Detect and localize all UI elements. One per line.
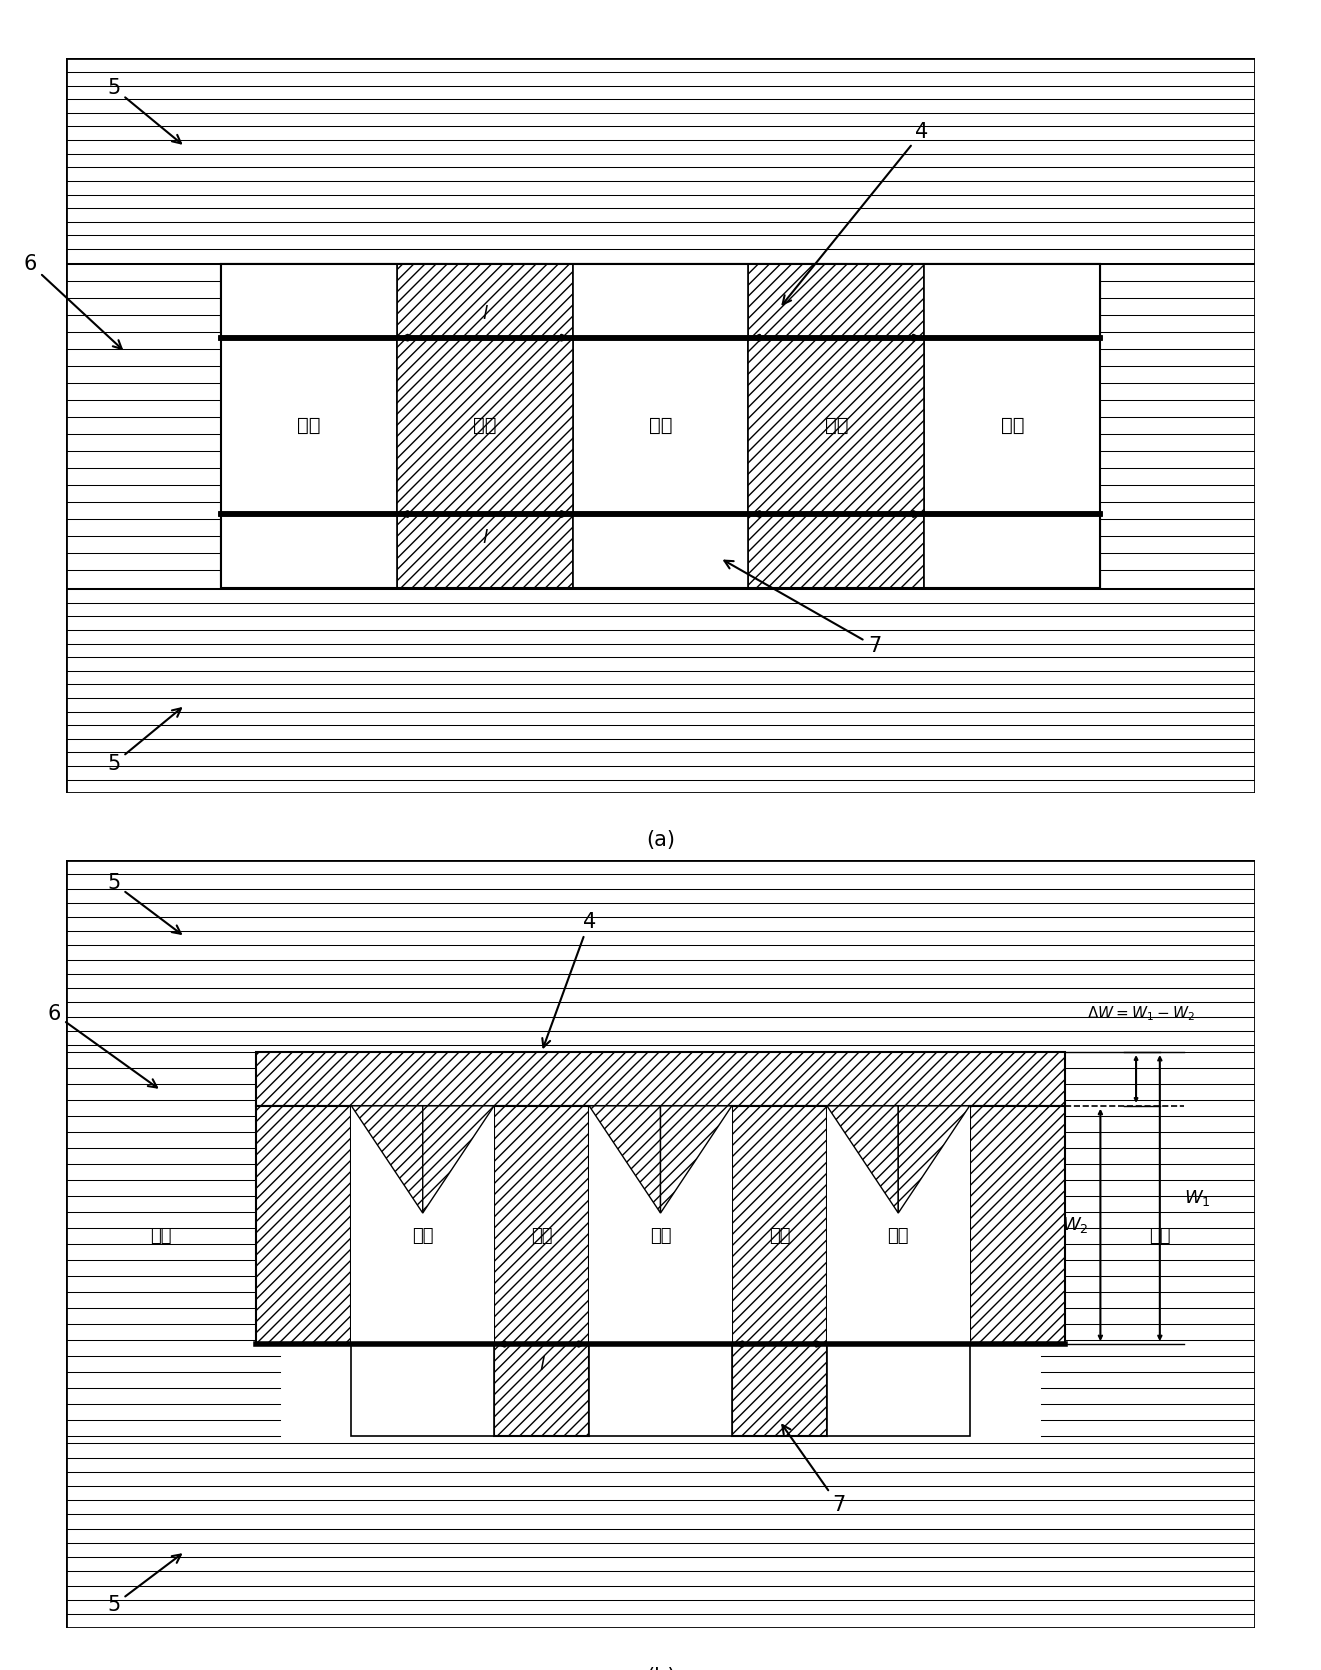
Bar xyxy=(749,337,925,514)
Bar xyxy=(572,337,749,514)
Bar xyxy=(925,337,1100,514)
Text: l: l xyxy=(482,529,487,546)
Bar xyxy=(970,1106,1065,1344)
Text: 6: 6 xyxy=(48,1004,157,1087)
Text: (b): (b) xyxy=(646,1667,675,1670)
Bar xyxy=(256,1052,1065,1106)
Text: 7: 7 xyxy=(724,561,881,656)
Bar xyxy=(66,264,221,588)
Text: 源极: 源极 xyxy=(650,1227,671,1246)
Bar xyxy=(221,264,1100,337)
Text: 7: 7 xyxy=(782,1425,845,1515)
Bar xyxy=(749,264,925,337)
Bar xyxy=(572,514,749,588)
Bar xyxy=(494,1106,589,1344)
Text: 漏极: 漏极 xyxy=(769,1227,790,1246)
Text: 4: 4 xyxy=(543,912,596,1047)
Text: (a): (a) xyxy=(646,830,675,850)
Polygon shape xyxy=(589,1106,660,1212)
Text: 6: 6 xyxy=(24,254,122,349)
Bar xyxy=(589,1106,732,1344)
Text: 4: 4 xyxy=(782,122,929,304)
Bar xyxy=(221,264,396,337)
Bar xyxy=(66,1052,1255,1436)
Bar xyxy=(396,514,572,588)
Text: 源极: 源极 xyxy=(151,1227,172,1246)
Bar xyxy=(221,337,396,514)
Text: $W_1$: $W_1$ xyxy=(1184,1187,1210,1207)
Bar xyxy=(589,1344,732,1436)
Bar xyxy=(221,514,1100,588)
Text: 源极: 源极 xyxy=(412,1227,433,1246)
Text: 漏极: 漏极 xyxy=(473,416,497,436)
Bar xyxy=(494,1344,589,1436)
Text: 漏极: 漏极 xyxy=(824,416,848,436)
Text: $W_2$: $W_2$ xyxy=(1062,1216,1089,1234)
Text: 漏极: 漏极 xyxy=(531,1227,552,1246)
Polygon shape xyxy=(660,1106,732,1212)
Bar xyxy=(351,1344,494,1436)
Bar xyxy=(925,514,1100,588)
Bar xyxy=(827,1106,970,1344)
Text: l: l xyxy=(539,1356,544,1373)
Bar xyxy=(732,1106,827,1344)
Polygon shape xyxy=(423,1106,494,1212)
Text: 源极: 源极 xyxy=(1149,1227,1170,1246)
Bar xyxy=(221,337,1100,514)
Text: 源极: 源极 xyxy=(1001,416,1024,436)
Polygon shape xyxy=(351,1106,423,1212)
Bar xyxy=(221,264,1100,588)
Polygon shape xyxy=(898,1106,970,1212)
Bar xyxy=(732,1344,827,1436)
Text: 5: 5 xyxy=(107,708,181,773)
Polygon shape xyxy=(827,1106,898,1212)
Text: 源极: 源极 xyxy=(888,1227,909,1246)
Bar xyxy=(572,264,749,337)
Bar xyxy=(396,337,572,514)
Bar xyxy=(396,264,572,337)
Text: 源极: 源极 xyxy=(297,416,320,436)
Bar xyxy=(221,514,396,588)
Bar xyxy=(925,264,1100,337)
Bar xyxy=(749,514,925,588)
Bar xyxy=(1100,264,1255,588)
Bar xyxy=(351,1106,494,1344)
Text: 5: 5 xyxy=(107,873,181,934)
Text: 源极: 源极 xyxy=(649,416,672,436)
Text: 5: 5 xyxy=(107,1555,181,1615)
Text: $\Delta W=W_1-W_2$: $\Delta W=W_1-W_2$ xyxy=(1087,1004,1196,1024)
Text: l: l xyxy=(482,306,487,322)
Bar xyxy=(827,1344,970,1436)
Bar xyxy=(256,1106,351,1344)
Bar xyxy=(221,264,1100,588)
Text: 5: 5 xyxy=(107,78,181,144)
